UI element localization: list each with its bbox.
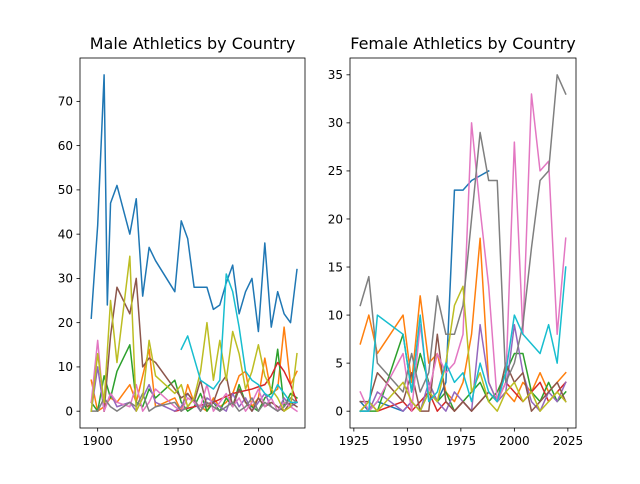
chart-title: Male Athletics by Country [90,34,296,53]
y-tick-label: 35 [328,68,343,82]
series-line-10 [359,266,567,412]
series-line-9 [90,255,298,413]
series-line-6 [359,333,567,412]
x-tick-label: 1925 [339,434,370,448]
series-line-9 [359,285,567,413]
x-tick-label: 1950 [163,434,194,448]
series-group [90,74,299,413]
series-line-8 [359,74,567,393]
x-tick-label: 2000 [499,434,530,448]
y-tick-label: 5 [335,356,343,370]
y-tick-label: 40 [58,227,73,241]
series-line-8 [90,392,299,412]
axes-frame [349,57,577,429]
series-line-7 [90,339,299,413]
x-tick-label: 1975 [446,434,477,448]
y-tick-label: 70 [58,95,73,109]
series-line-10 [180,273,298,404]
chart-title: Female Athletics by Country [350,34,576,53]
y-tick-label: 50 [58,183,73,197]
y-tick-label: 0 [335,404,343,418]
y-tick-label: 15 [328,260,343,274]
x-tick-label: 2000 [243,434,274,448]
y-tick-label: 20 [58,316,73,330]
panel-1: 1900 1950 2000 0 10 20 30 40 50 60 70 Male Athletic… [58,34,306,448]
y-tick-label: 10 [328,308,343,322]
panel-2: 1925 1950 1975 2000 202505101520253035Female… [328,34,583,448]
y-tick-label: 10 [58,360,73,374]
y-tick-label: 30 [58,272,73,286]
x-tick-label: 1950 [392,434,423,448]
y-tick-label: 25 [328,164,343,178]
y-tick-label: 0 [65,404,73,418]
y-tick-label: 20 [328,212,343,226]
series-group [359,74,567,413]
series-line-7 [359,93,567,412]
series-line-1 [90,74,298,333]
x-tick-label: 1900 [82,434,113,448]
x-tick-label: 2025 [553,434,584,448]
y-tick-label: 60 [58,139,73,153]
y-tick-label: 30 [328,116,343,130]
series-line-2 [90,326,298,412]
series-line-2 [359,237,567,403]
axes-frame [79,57,306,429]
